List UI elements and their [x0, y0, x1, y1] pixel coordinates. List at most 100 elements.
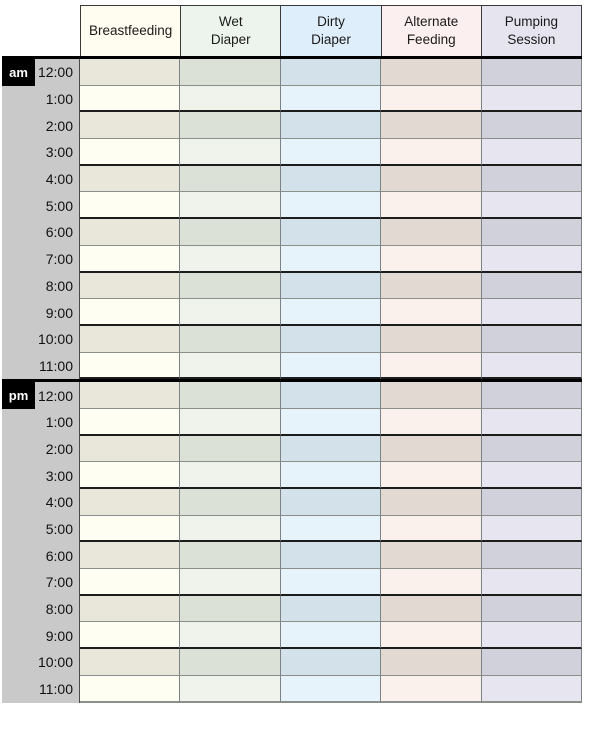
log-cell-dirty-diaper	[280, 245, 382, 273]
log-cell-dirty-diaper	[280, 542, 382, 570]
log-cell-breastfeeding	[80, 675, 181, 703]
pm-hour-row: 7:00	[2, 569, 583, 596]
log-cell-breastfeeding	[80, 325, 181, 353]
log-cell-pumping-session	[481, 569, 583, 596]
log-cell-alternate-feeding	[381, 542, 482, 570]
time-label: 3:00	[45, 144, 73, 161]
pm-hour-row: 8:00	[2, 595, 583, 623]
log-cell-pumping-session	[481, 85, 583, 113]
log-cell-wet-diaper	[180, 272, 281, 300]
log-cell-dirty-diaper	[280, 299, 382, 326]
pm-hour-row: 11:00	[2, 675, 583, 703]
log-cell-breastfeeding	[80, 165, 181, 193]
log-cell-breastfeeding	[80, 85, 181, 113]
am-hour-row: 7:00	[2, 245, 583, 273]
log-cell-breastfeeding	[80, 192, 181, 220]
log-cell-pumping-session	[481, 408, 583, 436]
log-cell-alternate-feeding	[381, 165, 482, 193]
log-cell-wet-diaper	[180, 192, 281, 220]
time-cell: 5:00	[2, 515, 80, 543]
column-header-pumping-session: Pumping Session	[481, 6, 583, 56]
pm-hour-row: 2:00	[2, 435, 583, 463]
log-cell-alternate-feeding	[381, 325, 482, 353]
time-label: 2:00	[45, 117, 73, 134]
log-cell-pumping-session	[481, 112, 583, 140]
time-cell: 5:00	[2, 192, 80, 220]
log-cell-breastfeeding	[80, 569, 181, 596]
log-cell-breastfeeding	[80, 219, 181, 246]
log-cell-alternate-feeding	[381, 569, 482, 596]
am-badge: am	[2, 59, 35, 86]
log-cell-pumping-session	[481, 272, 583, 300]
log-cell-alternate-feeding	[381, 85, 482, 113]
time-label: 3:00	[45, 467, 73, 484]
log-cell-wet-diaper	[180, 435, 281, 463]
time-label: 12:00	[37, 64, 73, 81]
time-cell: 7:00	[2, 245, 80, 273]
time-cell: 10:00	[2, 649, 80, 676]
time-cell: am 12:00	[2, 59, 80, 86]
time-cell: 4:00	[2, 489, 80, 516]
log-cell-dirty-diaper	[280, 408, 382, 436]
log-cell-dirty-diaper	[280, 489, 382, 516]
time-label: 8:00	[45, 601, 73, 618]
am-hour-row: 2:00	[2, 112, 583, 140]
time-label: 11:00	[39, 681, 73, 698]
log-cell-dirty-diaper	[280, 272, 382, 300]
log-cell-breastfeeding	[80, 408, 181, 436]
am-separator	[2, 56, 582, 59]
log-cell-wet-diaper	[180, 622, 281, 650]
log-cell-wet-diaper	[180, 325, 281, 353]
am-hour-row: 6:00	[2, 219, 583, 246]
log-cell-pumping-session	[481, 59, 583, 86]
log-cell-alternate-feeding	[381, 382, 482, 409]
baby-daily-log-chart: Breastfeeding Wet Diaper Dirty Diaper Alter…	[2, 5, 583, 703]
log-cell-breastfeeding	[80, 622, 181, 650]
log-cell-breastfeeding	[80, 59, 181, 86]
time-label: 11:00	[39, 357, 73, 374]
time-label: 10:00	[37, 654, 73, 671]
log-cell-wet-diaper	[180, 59, 281, 86]
log-cell-wet-diaper	[180, 569, 281, 596]
log-cell-breastfeeding	[80, 435, 181, 463]
log-cell-pumping-session	[481, 192, 583, 220]
pm-hour-row: 10:00	[2, 649, 583, 676]
time-label: 2:00	[45, 440, 73, 457]
am-hour-row: 4:00	[2, 165, 583, 193]
am-hour-row: 5:00	[2, 192, 583, 220]
log-cell-wet-diaper	[180, 139, 281, 166]
log-cell-breastfeeding	[80, 649, 181, 676]
pm-hour-row: pm 12:00	[2, 382, 583, 409]
log-cell-wet-diaper	[180, 675, 281, 703]
log-cell-dirty-diaper	[280, 622, 382, 650]
log-cell-dirty-diaper	[280, 675, 382, 703]
log-cell-pumping-session	[481, 165, 583, 193]
log-cell-alternate-feeding	[381, 352, 482, 380]
time-cell: 6:00	[2, 542, 80, 570]
am-hour-row: 8:00	[2, 272, 583, 300]
pm-hour-row: 1:00	[2, 408, 583, 436]
log-cell-breastfeeding	[80, 299, 181, 326]
log-cell-dirty-diaper	[280, 515, 382, 543]
time-label: 8:00	[45, 277, 73, 294]
column-header-wet-diaper: Wet Diaper	[181, 6, 282, 56]
time-label: 6:00	[45, 224, 73, 241]
log-cell-dirty-diaper	[280, 192, 382, 220]
log-cell-pumping-session	[481, 219, 583, 246]
log-cell-alternate-feeding	[381, 489, 482, 516]
log-cell-dirty-diaper	[280, 112, 382, 140]
log-cell-breastfeeding	[80, 139, 181, 166]
log-cell-dirty-diaper	[280, 139, 382, 166]
pm-separator	[2, 379, 582, 383]
pm-section: pm 12:00 1:00 2:00 3:00 4:00 5:00 6:00 7:00 8:00 9…	[2, 382, 583, 703]
time-cell: 6:00	[2, 219, 80, 246]
log-cell-alternate-feeding	[381, 622, 482, 650]
log-cell-alternate-feeding	[381, 649, 482, 676]
log-cell-pumping-session	[481, 649, 583, 676]
log-cell-alternate-feeding	[381, 408, 482, 436]
log-cell-pumping-session	[481, 299, 583, 326]
pm-hour-row: 6:00	[2, 542, 583, 570]
log-cell-alternate-feeding	[381, 59, 482, 86]
log-cell-wet-diaper	[180, 245, 281, 273]
am-hour-row: 1:00	[2, 85, 583, 113]
